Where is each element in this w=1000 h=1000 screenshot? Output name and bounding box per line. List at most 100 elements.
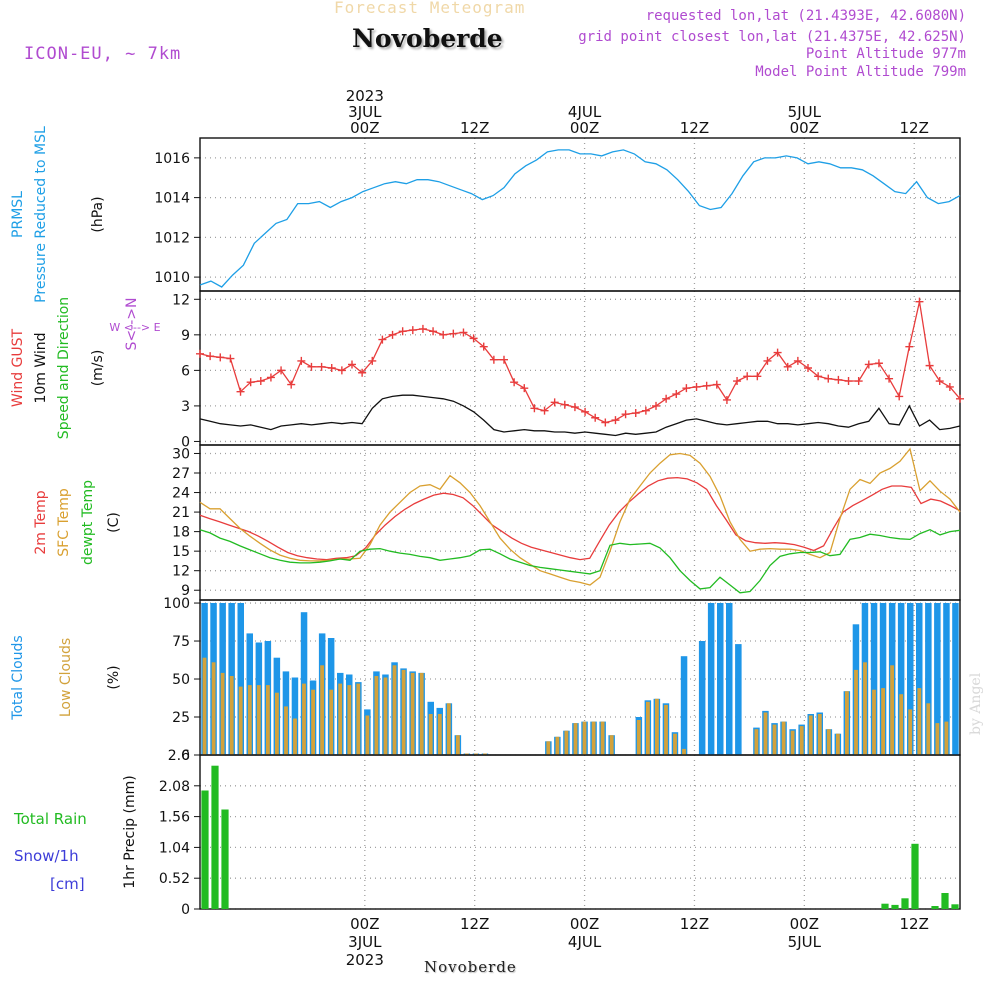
gust-marker	[662, 394, 671, 403]
bar-low	[302, 683, 306, 755]
gust-marker	[348, 360, 356, 369]
bar-low	[410, 672, 415, 755]
bar-total	[680, 656, 688, 755]
gust-marker	[459, 328, 468, 337]
gust-marker	[915, 297, 924, 306]
gust-marker	[317, 362, 326, 371]
bar-low	[474, 753, 478, 755]
bar-low	[845, 691, 849, 755]
bar-low	[437, 714, 442, 755]
gust-marker	[429, 327, 438, 336]
bar-low	[229, 676, 234, 755]
bar-low	[465, 753, 469, 755]
bar-low	[347, 685, 352, 755]
bottom-time-label: 3JUL	[348, 933, 382, 951]
bar-total	[698, 641, 706, 755]
y-tick-label: 1010	[154, 270, 190, 286]
bar-total	[237, 603, 244, 755]
bar-low	[826, 729, 831, 755]
bar-low	[573, 723, 578, 755]
bottom-time-label: 4JUL	[568, 933, 602, 951]
y-tick-label: 21	[172, 505, 190, 521]
gust-marker	[844, 377, 853, 386]
point-altitude: Point Altitude 977m	[805, 46, 966, 62]
bar-total	[735, 644, 742, 755]
gust-marker	[581, 407, 590, 416]
gust-marker	[570, 403, 579, 412]
gust-marker	[550, 398, 559, 407]
gust-marker	[439, 330, 448, 339]
axis-label-precip: 1hr Precip (mm)	[122, 775, 138, 888]
gust-marker	[854, 377, 863, 386]
gust-marker	[743, 372, 752, 381]
y-tick-label: 0	[181, 902, 190, 918]
gust-marker	[763, 356, 772, 365]
gust-marker	[925, 361, 934, 370]
bar-total	[879, 603, 887, 755]
gust-marker	[611, 416, 620, 425]
snow-unit-label: [cm]	[50, 875, 85, 893]
gust-marker	[510, 378, 519, 387]
y-tick-label: 0	[181, 748, 190, 764]
bar-low	[582, 721, 587, 755]
y-tick-label: 27	[172, 466, 190, 482]
bar-low	[917, 688, 922, 755]
bar-low	[600, 721, 605, 755]
y-tick-label: 9	[181, 328, 190, 344]
bar-low	[374, 676, 379, 755]
gust-marker	[408, 326, 417, 335]
panel-frame	[199, 137, 961, 292]
gust-marker	[560, 400, 569, 409]
y-tick-label: 12	[172, 564, 190, 580]
gust-marker	[236, 387, 245, 396]
page-title: Novoberde	[352, 24, 503, 53]
y-tick-label: 2.08	[159, 779, 190, 795]
bar-low	[790, 730, 795, 755]
gust-marker	[469, 334, 478, 343]
gust-marker	[712, 380, 721, 389]
gridpoint-coords: grid point closest lon,lat (21.4375E, 42…	[578, 29, 966, 45]
bar-rain	[221, 809, 229, 909]
bar-low	[863, 662, 867, 755]
compass-we: W <--> E	[109, 321, 160, 334]
gust-marker	[246, 378, 255, 387]
y-tick-label: 3	[181, 399, 190, 415]
bar-low	[202, 657, 207, 755]
axis-label-c: (C)	[106, 512, 122, 533]
gust-marker	[206, 352, 215, 361]
y-tick-label: 30	[172, 446, 190, 462]
gust-marker	[874, 359, 883, 368]
bar-low	[935, 723, 940, 755]
gust-marker	[631, 409, 640, 418]
bar-low	[338, 683, 343, 755]
bar-rain	[201, 790, 209, 909]
bottom-time-label: 5JUL	[788, 933, 822, 951]
bar-low	[799, 726, 804, 755]
bar-low	[266, 685, 270, 755]
bar-low	[908, 709, 913, 755]
bottom-time-label: 00Z	[790, 915, 819, 933]
bar-low	[836, 733, 840, 755]
bottom-time-label: 12Z	[680, 915, 709, 933]
panel-frame	[199, 444, 961, 601]
gust-marker	[368, 356, 377, 365]
bar-low	[673, 733, 677, 755]
bar-total	[934, 603, 941, 755]
bar-low	[944, 721, 949, 755]
bar-total	[925, 603, 932, 755]
bar-low	[664, 704, 668, 755]
bar-low	[763, 712, 768, 755]
bar-total	[952, 603, 959, 755]
bar-rain	[931, 906, 939, 909]
gust-marker	[641, 406, 650, 415]
bar-low	[754, 729, 759, 755]
series-line-2m	[199, 476, 961, 561]
gust-marker	[885, 374, 894, 383]
bar-rain	[941, 893, 949, 909]
y-tick-label: 6	[181, 363, 190, 379]
axis-label-: (%)	[106, 665, 122, 689]
bar-low	[781, 721, 786, 755]
bar-total	[726, 603, 733, 755]
bar-low	[365, 715, 370, 755]
gust-marker	[672, 390, 681, 399]
